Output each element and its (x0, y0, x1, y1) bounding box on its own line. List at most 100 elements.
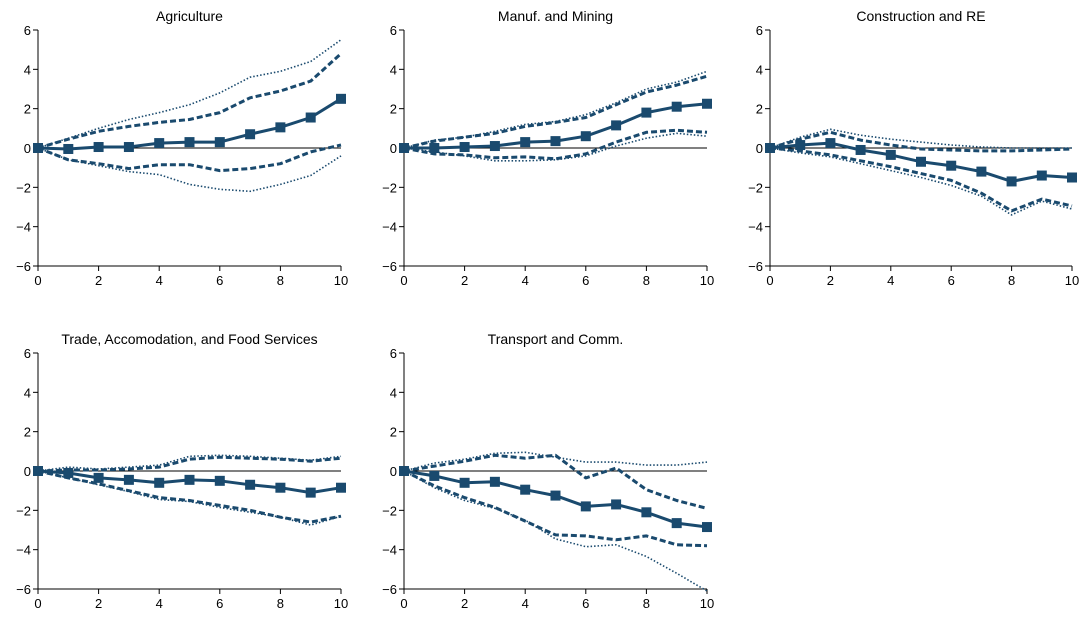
y-tick-label: 6 (390, 23, 397, 38)
estimate-marker (63, 143, 74, 154)
estimate-marker (429, 143, 440, 153)
estimate-marker (580, 501, 591, 512)
estimate-marker (214, 475, 225, 486)
estimate-marker (305, 487, 316, 498)
x-tick-label: 10 (334, 596, 348, 611)
estimate-marker (245, 479, 256, 490)
y-tick-label: −2 (748, 180, 763, 195)
ci-inner-line (37, 143, 342, 173)
estimate-marker (63, 467, 74, 478)
y-tick-label: −4 (382, 543, 397, 558)
estimate-marker (702, 98, 712, 109)
x-tick-label: 8 (643, 596, 650, 611)
estimate-marker (33, 466, 43, 476)
ci-inner-line (403, 469, 708, 548)
estimate-marker (123, 142, 134, 153)
ci-outer-line (37, 147, 342, 193)
estimate-marker (885, 149, 896, 160)
estimate-marker (154, 477, 165, 488)
x-tick-label: 4 (522, 273, 529, 288)
x-tick-label: 0 (34, 273, 41, 288)
estimate-marker (671, 518, 682, 529)
estimate-marker (489, 141, 500, 152)
x-tick-label: 10 (700, 273, 714, 288)
x-tick-label: 6 (216, 596, 223, 611)
y-tick-label: 6 (756, 23, 763, 38)
estimate-marker (245, 129, 256, 140)
y-tick-label: −4 (382, 220, 397, 235)
chart-title: Transport and Comm. (488, 331, 624, 347)
x-tick-label: 0 (400, 273, 407, 288)
chart-title: Trade, Accomodation, and Food Services (61, 331, 317, 347)
estimate-marker (93, 142, 104, 153)
x-tick-label: 6 (948, 273, 955, 288)
x-tick-label: 8 (277, 596, 284, 611)
x-tick-label: 0 (34, 596, 41, 611)
estimate-marker (1067, 172, 1077, 183)
ci-inner-line (37, 469, 342, 524)
estimate-marker (33, 143, 43, 153)
y-tick-label: 4 (756, 62, 763, 77)
estimate-marker (611, 499, 622, 510)
x-tick-label: 6 (216, 273, 223, 288)
estimate-marker (520, 484, 531, 495)
chart-title: Agriculture (156, 8, 223, 24)
x-tick-label: 6 (582, 596, 589, 611)
y-tick-label: −6 (16, 259, 31, 274)
y-tick-label: −4 (16, 220, 31, 235)
estimate-marker (429, 470, 440, 481)
x-tick-label: 2 (461, 273, 468, 288)
y-tick-label: 4 (24, 62, 31, 77)
estimate-marker (275, 482, 286, 493)
y-tick-label: −6 (382, 259, 397, 274)
y-tick-label: 0 (390, 141, 397, 156)
ci-outer-line (769, 147, 1073, 216)
x-tick-label: 8 (1008, 273, 1015, 288)
estimate-marker (399, 143, 409, 153)
estimate-marker (520, 137, 531, 148)
y-tick-label: 2 (24, 425, 31, 440)
x-tick-label: 2 (461, 596, 468, 611)
estimate-marker (1036, 170, 1047, 181)
estimate-marker (214, 137, 225, 148)
x-tick-label: 4 (156, 273, 163, 288)
estimate-marker (550, 136, 561, 147)
estimate-marker (855, 144, 866, 155)
estimate-marker (489, 476, 500, 487)
estimate-marker (1006, 176, 1017, 187)
x-tick-label: 0 (766, 273, 773, 288)
x-tick-label: 6 (582, 273, 589, 288)
y-tick-label: 2 (756, 102, 763, 117)
x-tick-label: 10 (1065, 273, 1079, 288)
estimate-marker (399, 466, 409, 476)
estimate-marker (641, 507, 652, 518)
estimate-marker (702, 522, 712, 533)
estimate-marker (795, 140, 806, 151)
y-tick-label: 6 (24, 23, 31, 38)
estimate-marker (184, 137, 195, 148)
x-tick-label: 0 (400, 596, 407, 611)
y-tick-label: 6 (390, 346, 397, 361)
estimate-marker (550, 490, 561, 501)
x-tick-label: 8 (643, 273, 650, 288)
y-tick-label: 2 (390, 102, 397, 117)
ci-inner-line (769, 146, 1073, 213)
ci-inner-line (769, 130, 1073, 153)
x-tick-label: 10 (700, 596, 714, 611)
ci-inner-line (403, 128, 708, 161)
y-tick-label: 2 (390, 425, 397, 440)
y-tick-label: −2 (16, 503, 31, 518)
y-tick-label: 6 (24, 346, 31, 361)
ci-inner-line (403, 74, 708, 150)
chart-title: Manuf. and Mining (498, 8, 613, 24)
estimate-marker (946, 160, 957, 171)
y-tick-label: −2 (16, 180, 31, 195)
estimate-marker (671, 101, 682, 112)
x-tick-label: 2 (95, 273, 102, 288)
y-tick-label: 0 (390, 464, 397, 479)
y-tick-label: −4 (748, 220, 763, 235)
